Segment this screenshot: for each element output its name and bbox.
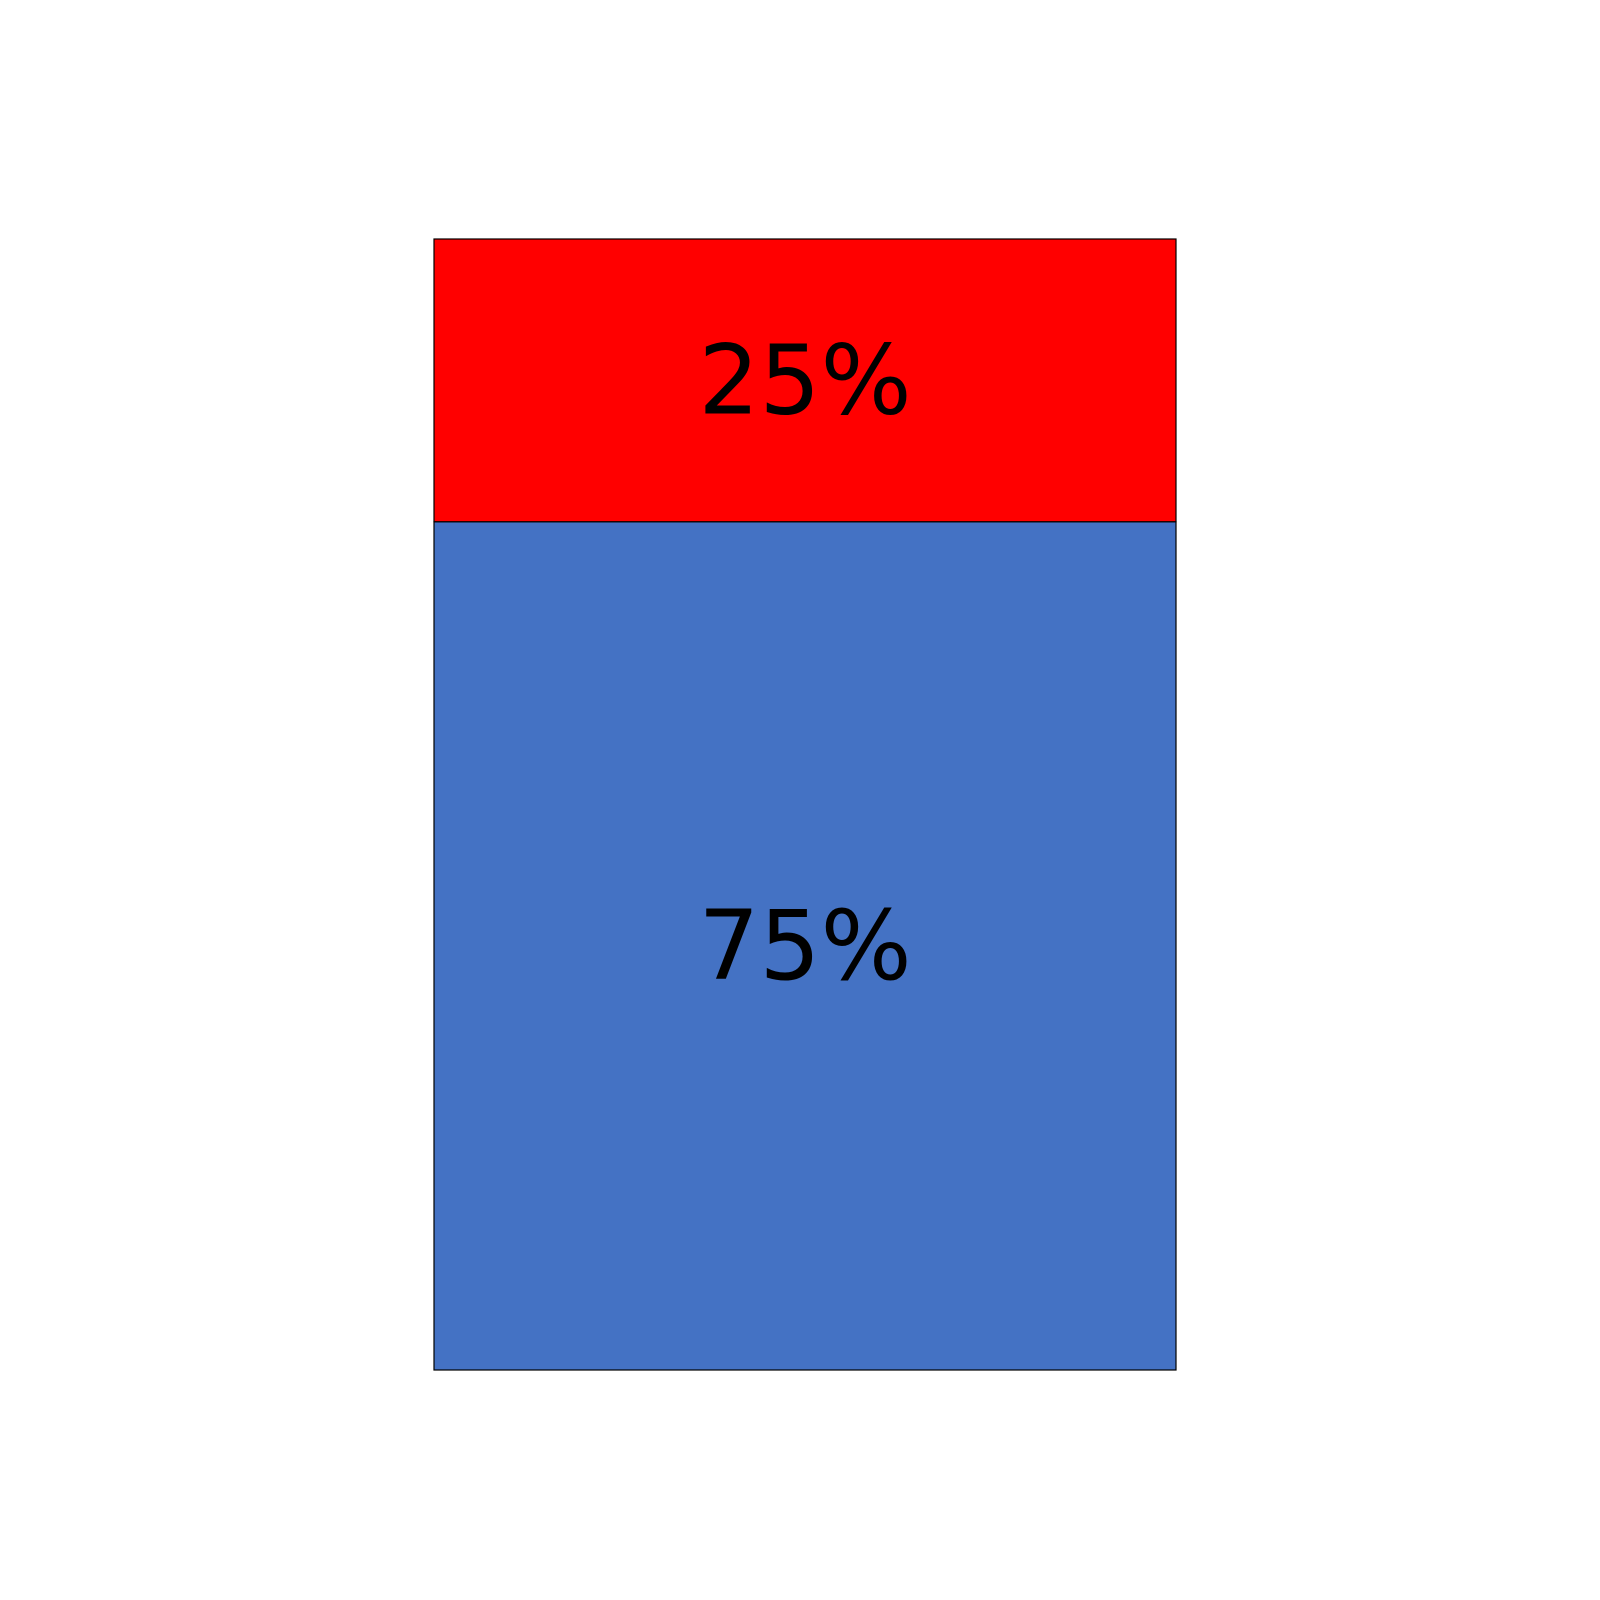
bar-stack (433, 238, 1177, 1371)
bar-segment-2 (433, 238, 1177, 523)
bar-labels: 75% 25% (698, 324, 911, 1002)
bar-segment-label-2: 25% (698, 324, 911, 436)
bar-segment-1 (433, 521, 1177, 1371)
bar-segment-label-1: 75% (698, 890, 911, 1002)
